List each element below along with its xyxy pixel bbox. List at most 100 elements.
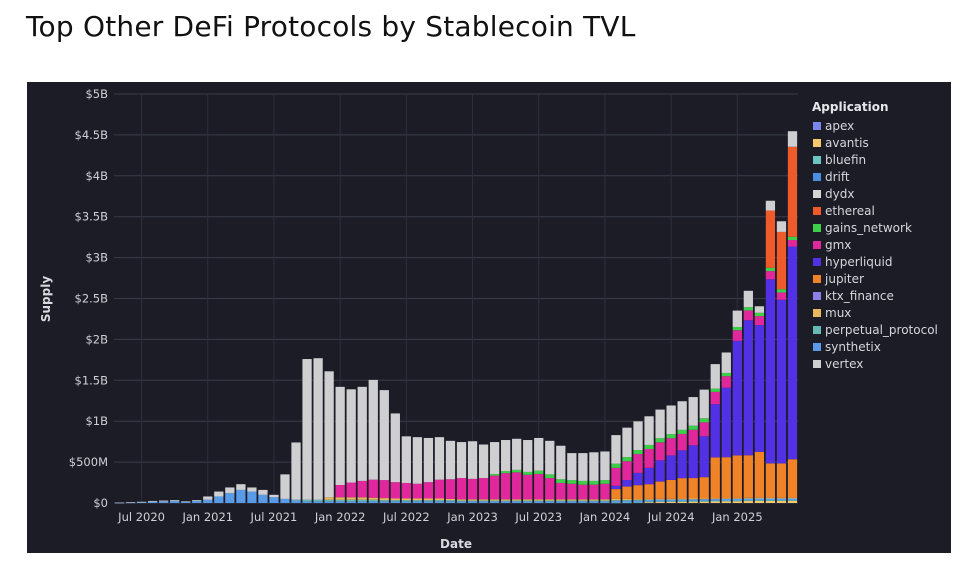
bar-segment-mux — [324, 497, 334, 500]
bar-segment-vertex — [699, 389, 709, 419]
bar-segment-jupiter — [633, 485, 643, 500]
y-tick-label: $3B — [85, 251, 108, 265]
bar-segment-synthetix — [534, 501, 544, 503]
bar-segment-synthetix — [699, 499, 709, 501]
bar-segment-vertex — [589, 452, 599, 481]
bars-layer — [114, 131, 798, 504]
bar-segment-mux — [556, 499, 566, 501]
bar-segment-mux — [545, 499, 555, 501]
bar-segment-perpetual_protocol — [324, 499, 334, 502]
bar-segment-mux — [622, 498, 632, 501]
bar-segment-vertex — [501, 440, 511, 472]
bar-segment-gains_network — [754, 312, 765, 317]
bar-segment-gmx — [754, 316, 765, 326]
bar-segment-vertex — [291, 442, 301, 500]
bar-segment-mux — [357, 497, 367, 500]
bar-segment-perpetual_protocol — [390, 500, 400, 502]
bar-segment-perpetual_protocol — [412, 500, 423, 502]
x-axis-label: Date — [440, 537, 472, 551]
bar-segment-perpetual_protocol — [512, 500, 522, 502]
bar-segment-vertex — [346, 389, 356, 483]
bar-segment-jupiter — [677, 478, 687, 499]
legend-swatch — [813, 292, 821, 300]
bar-segment-vertex — [523, 440, 533, 472]
bar-segment-mux — [787, 497, 798, 499]
bar-segment-bluefin — [699, 500, 709, 502]
bar-segment-hyperliquid — [787, 246, 798, 460]
bar-segment-gmx — [556, 482, 566, 500]
bar-segment-synthetix — [578, 501, 588, 503]
bar-segment-vertex — [765, 200, 776, 211]
bar-segment-mux — [467, 499, 478, 501]
legend-item-avantis: avantis — [825, 136, 869, 150]
bar-segment-vertex — [456, 442, 467, 479]
bar-segment-gmx — [423, 482, 434, 499]
bar-segment-vertex — [445, 440, 456, 480]
bar-segment-gmx — [412, 483, 423, 499]
y-tick-label: $1.5B — [75, 373, 109, 387]
bar-segment-synthetix — [136, 502, 147, 503]
bar-segment-gmx — [732, 330, 742, 341]
bar-segment-vertex — [236, 484, 246, 490]
bar-segment-hyperliquid — [754, 325, 765, 452]
bar-segment-vertex — [556, 445, 566, 480]
bar-segment-vertex — [401, 436, 411, 483]
bar-segment-vertex — [677, 401, 687, 430]
bar-segment-vertex — [743, 290, 753, 308]
bar-segment-jupiter — [765, 463, 776, 498]
bar-segment-synthetix — [214, 496, 224, 503]
bar-segment-mux — [732, 497, 742, 499]
bar-segment-synthetix — [501, 501, 511, 503]
bar-segment-synthetix — [412, 501, 423, 503]
bar-segment-gains_network — [732, 326, 742, 331]
bar-segment-synthetix — [787, 498, 798, 501]
x-tick-label: Jul 2024 — [647, 510, 695, 524]
bar-segment-vertex — [114, 502, 125, 504]
bar-segment-gmx — [644, 449, 654, 468]
bar-segment-gmx — [710, 391, 720, 405]
bar-segment-synthetix — [280, 498, 290, 503]
bar-segment-mux — [534, 499, 544, 501]
bar-segment-hyperliquid — [622, 480, 632, 487]
bar-segment-gmx — [335, 485, 345, 498]
x-tick-label: Jan 2021 — [181, 510, 233, 524]
bar-segment-avantis — [732, 501, 742, 503]
legend-swatch — [813, 207, 821, 215]
x-tick-label: Jan 2025 — [711, 510, 763, 524]
bar-segment-perpetual_protocol — [523, 500, 533, 502]
bar-segment-perpetual_protocol — [501, 500, 511, 502]
bar-segment-synthetix — [147, 501, 158, 503]
legend-swatch — [813, 156, 821, 164]
bar-segment-synthetix — [379, 501, 389, 503]
bar-segment-mux — [776, 497, 787, 499]
bar-segment-gains_network — [655, 438, 665, 443]
bar-segment-gmx — [401, 482, 411, 499]
bar-segment-jupiter — [644, 484, 654, 499]
bar-segment-gains_network — [534, 470, 544, 474]
bar-segment-vertex — [125, 502, 136, 503]
y-tick-label: $4B — [85, 169, 108, 183]
bar-segment-synthetix — [512, 501, 522, 503]
y-tick-label: $2B — [85, 332, 108, 346]
legend-swatch — [813, 224, 821, 232]
bar-segment-hyperliquid — [688, 445, 698, 479]
bar-segment-jupiter — [787, 459, 798, 498]
bar-segment-bluefin — [633, 502, 643, 503]
bar-segment-gains_network — [677, 429, 687, 434]
bar-segment-vertex — [467, 441, 478, 479]
bar-segment-synthetix — [776, 498, 787, 501]
bar-segment-bluefin — [787, 500, 798, 501]
bar-segment-vertex — [269, 494, 279, 498]
bar-segment-synthetix — [258, 494, 268, 503]
legend-swatch — [813, 122, 821, 130]
bar-segment-bluefin — [622, 502, 632, 504]
bar-segment-gains_network — [589, 480, 599, 485]
bar-segment-gains_network — [710, 388, 720, 392]
bar-segment-mux — [578, 499, 588, 501]
bar-segment-vertex — [390, 413, 400, 483]
bar-segment-bluefin — [743, 500, 753, 502]
bar-segment-hyperliquid — [644, 467, 654, 485]
bar-segment-gmx — [633, 454, 643, 473]
bar-segment-vertex — [478, 444, 489, 479]
bar-segment-gmx — [368, 479, 378, 498]
